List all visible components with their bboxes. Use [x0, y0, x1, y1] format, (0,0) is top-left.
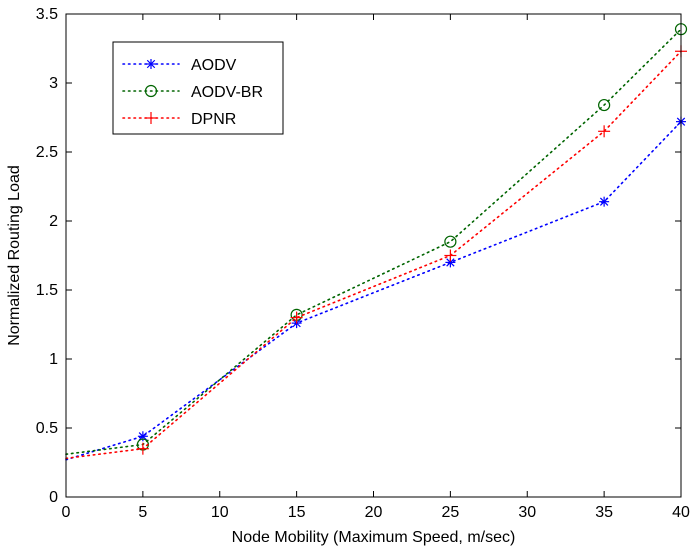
x-axis-title: Node Mobility (Maximum Speed, m/sec)	[232, 529, 516, 546]
legend: AODV AODV-BR DPNR	[112, 41, 284, 135]
x-tick-label: 0	[62, 504, 71, 521]
legend-marker	[144, 84, 158, 98]
legend-entry-aodv: AODV	[122, 57, 237, 74]
data-point-dpnr	[290, 311, 303, 324]
x-tick-label: 10	[211, 504, 229, 521]
ticks-layer: 0 5 10 15 20 25 30 35 40 0 0.5 1 1.5 2 2.5 3 3.5	[36, 6, 690, 521]
legend-marker	[146, 59, 156, 69]
y-tick-label: 1	[49, 351, 58, 368]
x-tick-label: 5	[138, 504, 147, 521]
series-line-aodv	[65, 120, 682, 461]
legend-entry-aodv-br: AODV-BR	[122, 84, 263, 101]
x-tick-label: 35	[595, 504, 613, 521]
legend-label: AODV	[191, 57, 237, 74]
marks-layer	[65, 23, 688, 461]
x-tick-label: 25	[441, 504, 459, 521]
data-point-dpnr	[136, 442, 149, 455]
y-tick-label: 2.5	[36, 144, 58, 161]
legend-label: DPNR	[191, 111, 236, 128]
legend-marker	[145, 112, 157, 124]
legend-entry-dpnr: DPNR	[122, 111, 236, 128]
data-point-aodv	[599, 196, 610, 207]
x-tick-label: 20	[365, 504, 383, 521]
data-point-aodv-br	[598, 98, 611, 112]
legend-label: AODV-BR	[191, 84, 263, 101]
y-tick-label: 0	[49, 489, 58, 506]
series-line-dpnr	[65, 50, 682, 460]
y-tick-label: 1.5	[36, 282, 58, 299]
x-tick-label: 15	[288, 504, 306, 521]
y-tick-label: 0.5	[36, 420, 58, 437]
y-axis-title: Normalized Routing Load	[6, 165, 23, 346]
data-point-dpnr	[444, 249, 457, 262]
data-point-aodv-br	[444, 235, 457, 248]
y-tick-label: 3.5	[36, 6, 58, 23]
data-point-dpnr	[598, 125, 611, 138]
series-line-aodv-br	[65, 28, 682, 456]
x-tick-label: 30	[518, 504, 536, 521]
x-tick-label: 40	[672, 504, 690, 521]
y-tick-label: 3	[49, 75, 58, 92]
y-tick-label: 2	[49, 213, 58, 230]
